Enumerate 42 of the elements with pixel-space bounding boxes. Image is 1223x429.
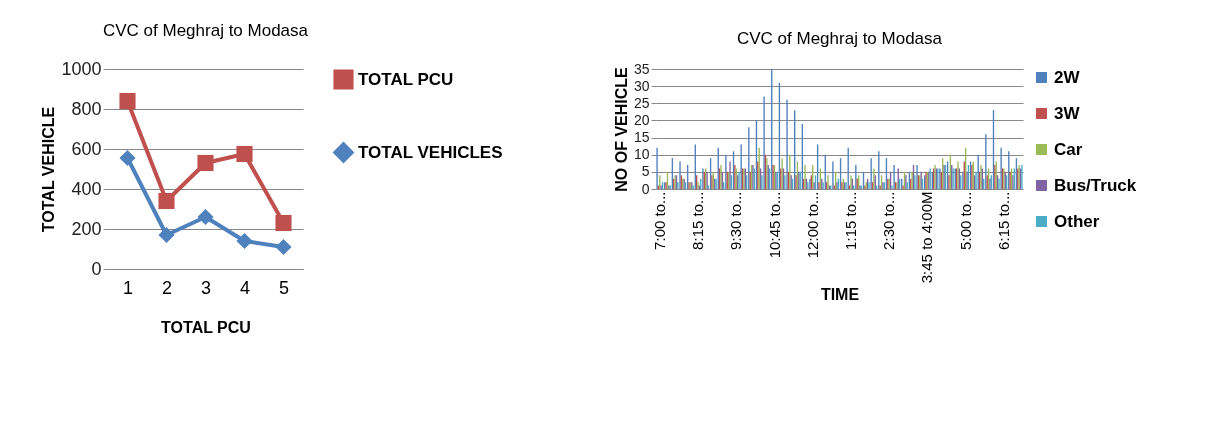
x-tick-label: 5:00 to... (956, 191, 974, 250)
y-tick-label: 0 (91, 258, 102, 279)
x-tick-label: 2 (161, 277, 173, 298)
y-tick-label: 800 (71, 98, 102, 119)
legend-label: 3W (1054, 103, 1081, 123)
x-tick-label: 10:45 to... (765, 191, 783, 259)
y-axis-title: NO OF VEHICLE (612, 66, 630, 192)
legend-label: Bus/Truck (1054, 175, 1137, 195)
legend-label: 2W (1054, 67, 1081, 87)
x-tick-label: 6:15 to... (994, 191, 1012, 250)
x-tick-label: 2:30 to... (880, 191, 898, 250)
y-tick-label: 200 (71, 218, 102, 239)
legend-label: TOTAL PCU (358, 69, 454, 89)
x-tick-label: 3:45 to 4:00M (918, 191, 936, 284)
y-tick-label: 30 (633, 77, 650, 94)
y-tick-label: 1000 (61, 58, 102, 79)
x-tick-label: 3 (200, 277, 212, 298)
x-tick-label: 7:00 to... (650, 191, 668, 250)
y-tick-label: 25 (633, 94, 650, 111)
y-tick-label: 600 (71, 138, 102, 159)
x-tick-label: 8:15 to... (689, 191, 707, 250)
y-tick-label: 15 (633, 129, 650, 146)
chart-title: CVC of Meghraj to Modasa (736, 29, 943, 48)
chart-title: CVC of Meghraj to Modasa (102, 21, 309, 40)
y-tick-label: 10 (633, 146, 650, 163)
y-axis-title: TOTAL VEHICLE (40, 106, 58, 233)
y-tick-label: 35 (633, 60, 650, 77)
x-axis-title: TIME (820, 286, 860, 304)
x-tick-label: 12:00 to... (803, 191, 821, 259)
legend-label: TOTAL VEHICLES (358, 142, 503, 162)
x-tick-label: 9:30 to... (727, 191, 745, 250)
legend-label: Car (1054, 139, 1083, 159)
x-axis-title: TOTAL PCU (161, 318, 251, 336)
y-tick-label: 20 (633, 111, 650, 128)
legend-label: Other (1054, 211, 1100, 231)
x-tick-label: 5 (278, 277, 290, 298)
y-tick-label: 400 (71, 178, 102, 199)
y-tick-label: 5 (641, 163, 650, 180)
x-tick-label: 4 (239, 277, 251, 298)
y-tick-label: 0 (641, 180, 650, 197)
x-tick-label: 1 (122, 277, 134, 298)
x-tick-label: 1:15 to... (841, 191, 859, 250)
